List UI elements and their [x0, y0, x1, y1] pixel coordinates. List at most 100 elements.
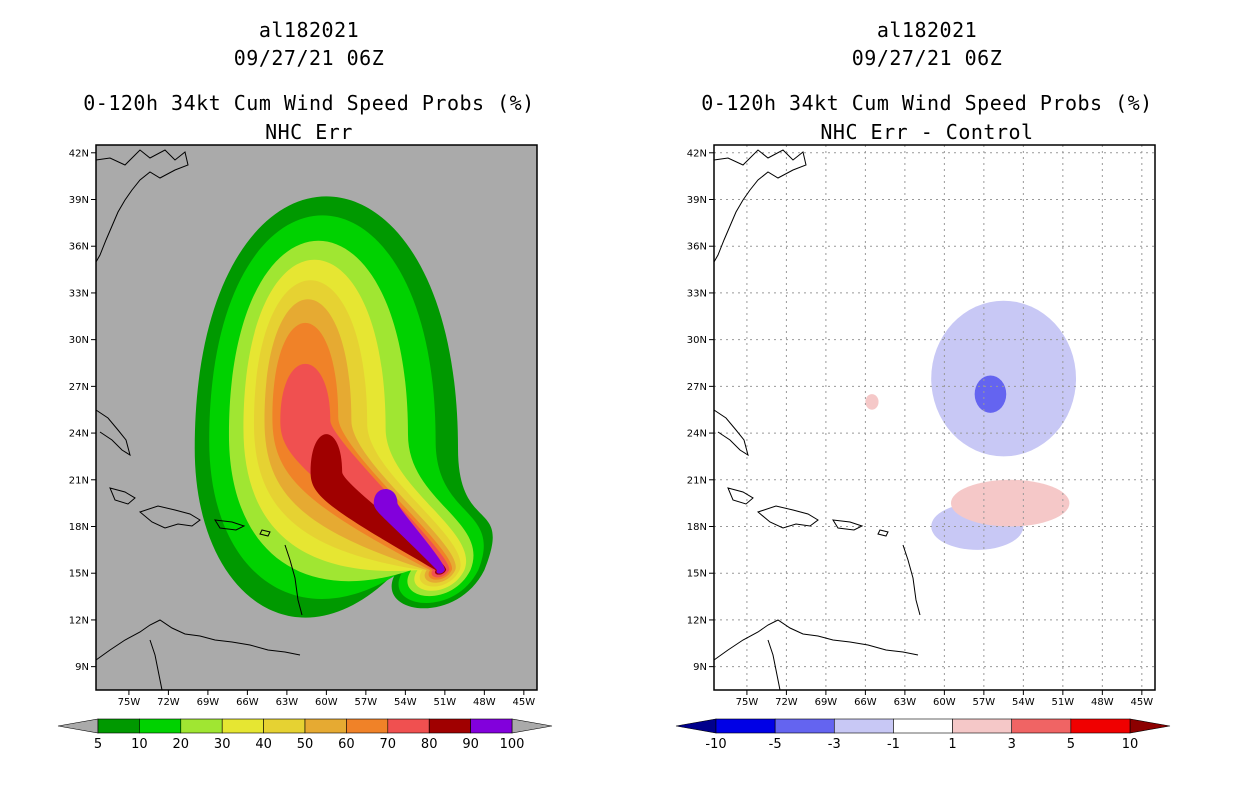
coastline	[214, 519, 246, 531]
coastline	[259, 529, 271, 537]
chart-subtitle: NHC Err - Control	[820, 120, 1034, 144]
colorbar-label: -5	[769, 737, 782, 752]
colorbar-label: 1	[948, 737, 956, 752]
y-tick-label: 21N	[687, 475, 707, 486]
colorbar-swatch	[952, 718, 1013, 734]
colorbar-label: 10	[1122, 737, 1139, 752]
chart-subtitle: NHC Err	[265, 120, 353, 144]
y-tick-label: 36N	[69, 242, 89, 253]
y-tick-label: 42N	[687, 148, 707, 159]
x-tick-label: 54W	[394, 697, 417, 708]
y-tick-label: 24N	[69, 429, 89, 440]
coastline	[713, 149, 807, 263]
colorbar-swatch	[893, 718, 953, 734]
chart-title: 0-120h 34kt Cum Wind Speed Probs (%)	[701, 91, 1153, 115]
y-tick-label: 33N	[69, 288, 89, 299]
coastline	[95, 149, 189, 263]
x-tick-label: 48W	[1091, 697, 1114, 708]
x-tick-label: 75W	[736, 697, 759, 708]
colorbar-swatch	[1011, 718, 1072, 734]
x-tick-label: 72W	[775, 697, 798, 708]
x-tick-label: 72W	[157, 697, 180, 708]
colorbar-label: 100	[500, 737, 525, 752]
y-tick-label: 24N	[687, 429, 707, 440]
colorbar-swatch	[715, 718, 776, 734]
axes: 75W 72W 69W 66W 63W 60W 57W 54W 51W 48W 45W 42N 39N 3…	[687, 144, 1156, 708]
x-tick-label: 63W	[276, 697, 299, 708]
x-tick-label: 51W	[1052, 697, 1075, 708]
colorbar-above-arrow	[1129, 718, 1171, 734]
colorbar-below-arrow	[675, 718, 717, 734]
x-tick-label: 69W	[197, 697, 220, 708]
colorbar-swatch	[470, 718, 513, 734]
colorbar-label: -10	[705, 737, 726, 752]
colorbar: -10 -5 -3 -1 1 3 5 10	[675, 718, 1171, 752]
colorbar-swatch	[180, 718, 223, 734]
y-tick-label: 9N	[75, 662, 89, 673]
coastline	[713, 619, 919, 661]
contour-level-90	[373, 488, 445, 574]
coastline	[832, 519, 864, 531]
plot-frame	[95, 144, 538, 691]
colorbar-label: 60	[338, 737, 355, 752]
coastline	[109, 487, 136, 505]
colorbar-swatch	[1070, 718, 1131, 734]
colorbar-label: -3	[828, 737, 841, 752]
colorbar-label: 20	[173, 737, 190, 752]
datetime: 09/27/21 06Z	[851, 46, 1003, 70]
colorbar-label: -1	[887, 737, 900, 752]
y-tick-label: 9N	[693, 662, 707, 673]
y-tick-label: 42N	[69, 148, 89, 159]
axes: 75W 72W 69W 66W 63W 60W 57W 54W 51W 48W 45W 42N 39N 3…	[69, 144, 538, 708]
chart-title: 0-120h 34kt Cum Wind Speed Probs (%)	[83, 91, 535, 115]
colorbar: 5 10 20 30 40 50 60 70 80 90 100	[57, 718, 553, 752]
colorbar-swatch	[387, 718, 430, 734]
y-tick-label: 39N	[687, 195, 707, 206]
colorbar-above-arrow	[511, 718, 553, 734]
colorbar-label: 5	[94, 737, 102, 752]
difference-region	[865, 394, 879, 410]
coastline	[756, 505, 819, 529]
x-tick-label: 48W	[473, 697, 496, 708]
x-tick-label: 66W	[854, 697, 877, 708]
coastline	[149, 639, 163, 691]
coastline	[713, 409, 749, 457]
colorbar-below-arrow	[57, 718, 99, 734]
colorbar-swatch	[346, 718, 389, 734]
y-tick-label: 18N	[687, 522, 707, 533]
colorbar-label: 5	[1067, 737, 1075, 752]
y-tick-label: 33N	[687, 288, 707, 299]
panel-nhc-err: al182021 09/27/21 06Z 0-120h 34kt Cum Wi…	[83, 18, 535, 144]
y-tick-label: 18N	[69, 522, 89, 533]
colorbar-swatch	[139, 718, 182, 734]
coastline	[95, 409, 131, 457]
x-tick-label: 69W	[815, 697, 838, 708]
x-tick-label: 57W	[355, 697, 378, 708]
colorbar-label: 90	[462, 737, 479, 752]
plot-frame	[713, 144, 1156, 691]
x-tick-label: 45W	[513, 697, 536, 708]
difference-region	[950, 479, 1070, 527]
colorbar-swatch	[263, 718, 306, 734]
colorbar-label: 30	[214, 737, 231, 752]
storm-id: al182021	[258, 18, 360, 42]
x-tick-label: 51W	[434, 697, 457, 708]
coastline	[767, 639, 781, 691]
probability-map: 75W 72W 69W 66W 63W 60W 57W 54W 51W 48W 45W 42N 39N 3…	[57, 144, 553, 752]
colorbar-label: 80	[421, 737, 438, 752]
x-tick-label: 57W	[973, 697, 996, 708]
contours	[194, 196, 493, 618]
colorbar-label: 10	[131, 737, 148, 752]
y-tick-label: 12N	[69, 615, 89, 626]
y-tick-label: 27N	[69, 382, 89, 393]
coastline	[727, 487, 754, 505]
x-tick-label: 60W	[933, 697, 956, 708]
colorbar-swatch	[428, 718, 471, 734]
x-tick-label: 60W	[315, 697, 338, 708]
colorbar-swatch	[97, 718, 140, 734]
y-tick-label: 15N	[687, 569, 707, 580]
x-tick-label: 75W	[118, 697, 141, 708]
coastline	[877, 529, 889, 537]
storm-id: al182021	[876, 18, 978, 42]
y-tick-label: 30N	[687, 335, 707, 346]
